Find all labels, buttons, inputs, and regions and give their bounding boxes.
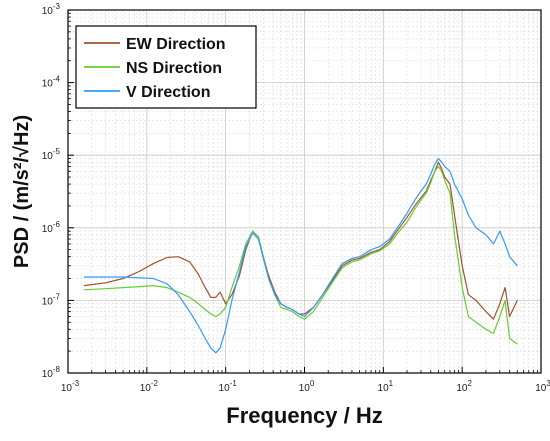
series-lines (84, 157, 518, 354)
x-tick-label: 102 (456, 379, 472, 394)
x-tick-label: 10-1 (219, 379, 238, 394)
legend-label-1: EW Direction (126, 36, 226, 53)
y-axis-title: PSD / (m/s²/√Hz) (11, 115, 33, 268)
y-tick-label: 10-3 (42, 2, 61, 17)
y-tick-label: 10-6 (42, 220, 61, 235)
y-tick-label: 10-5 (42, 147, 61, 162)
axis-ticks (67, 9, 542, 374)
x-tick-label: 10-2 (140, 379, 159, 394)
x-axis-title: Frequency / Hz (226, 403, 382, 428)
series-line-2 (84, 165, 518, 345)
x-tick-label: 101 (378, 379, 394, 394)
y-tick-label: 10-7 (42, 292, 61, 307)
legend-label-2: NS Direction (126, 60, 222, 77)
y-tick-label: 10-8 (42, 365, 61, 380)
x-tick-label: 103 (535, 379, 550, 394)
y-tick-label: 10-4 (42, 75, 61, 90)
x-tick-label: 100 (299, 379, 315, 394)
legend: EW Direction NS Direction V Direction (75, 25, 257, 109)
legend-label-3: V Direction (126, 84, 210, 101)
series-line-3 (84, 157, 518, 354)
tick-labels: 10-3 10-2 10-1 100 101 102 103 10-8 10-7 10-6 10-5… (42, 2, 550, 394)
x-tick-label: 10-3 (61, 379, 80, 394)
